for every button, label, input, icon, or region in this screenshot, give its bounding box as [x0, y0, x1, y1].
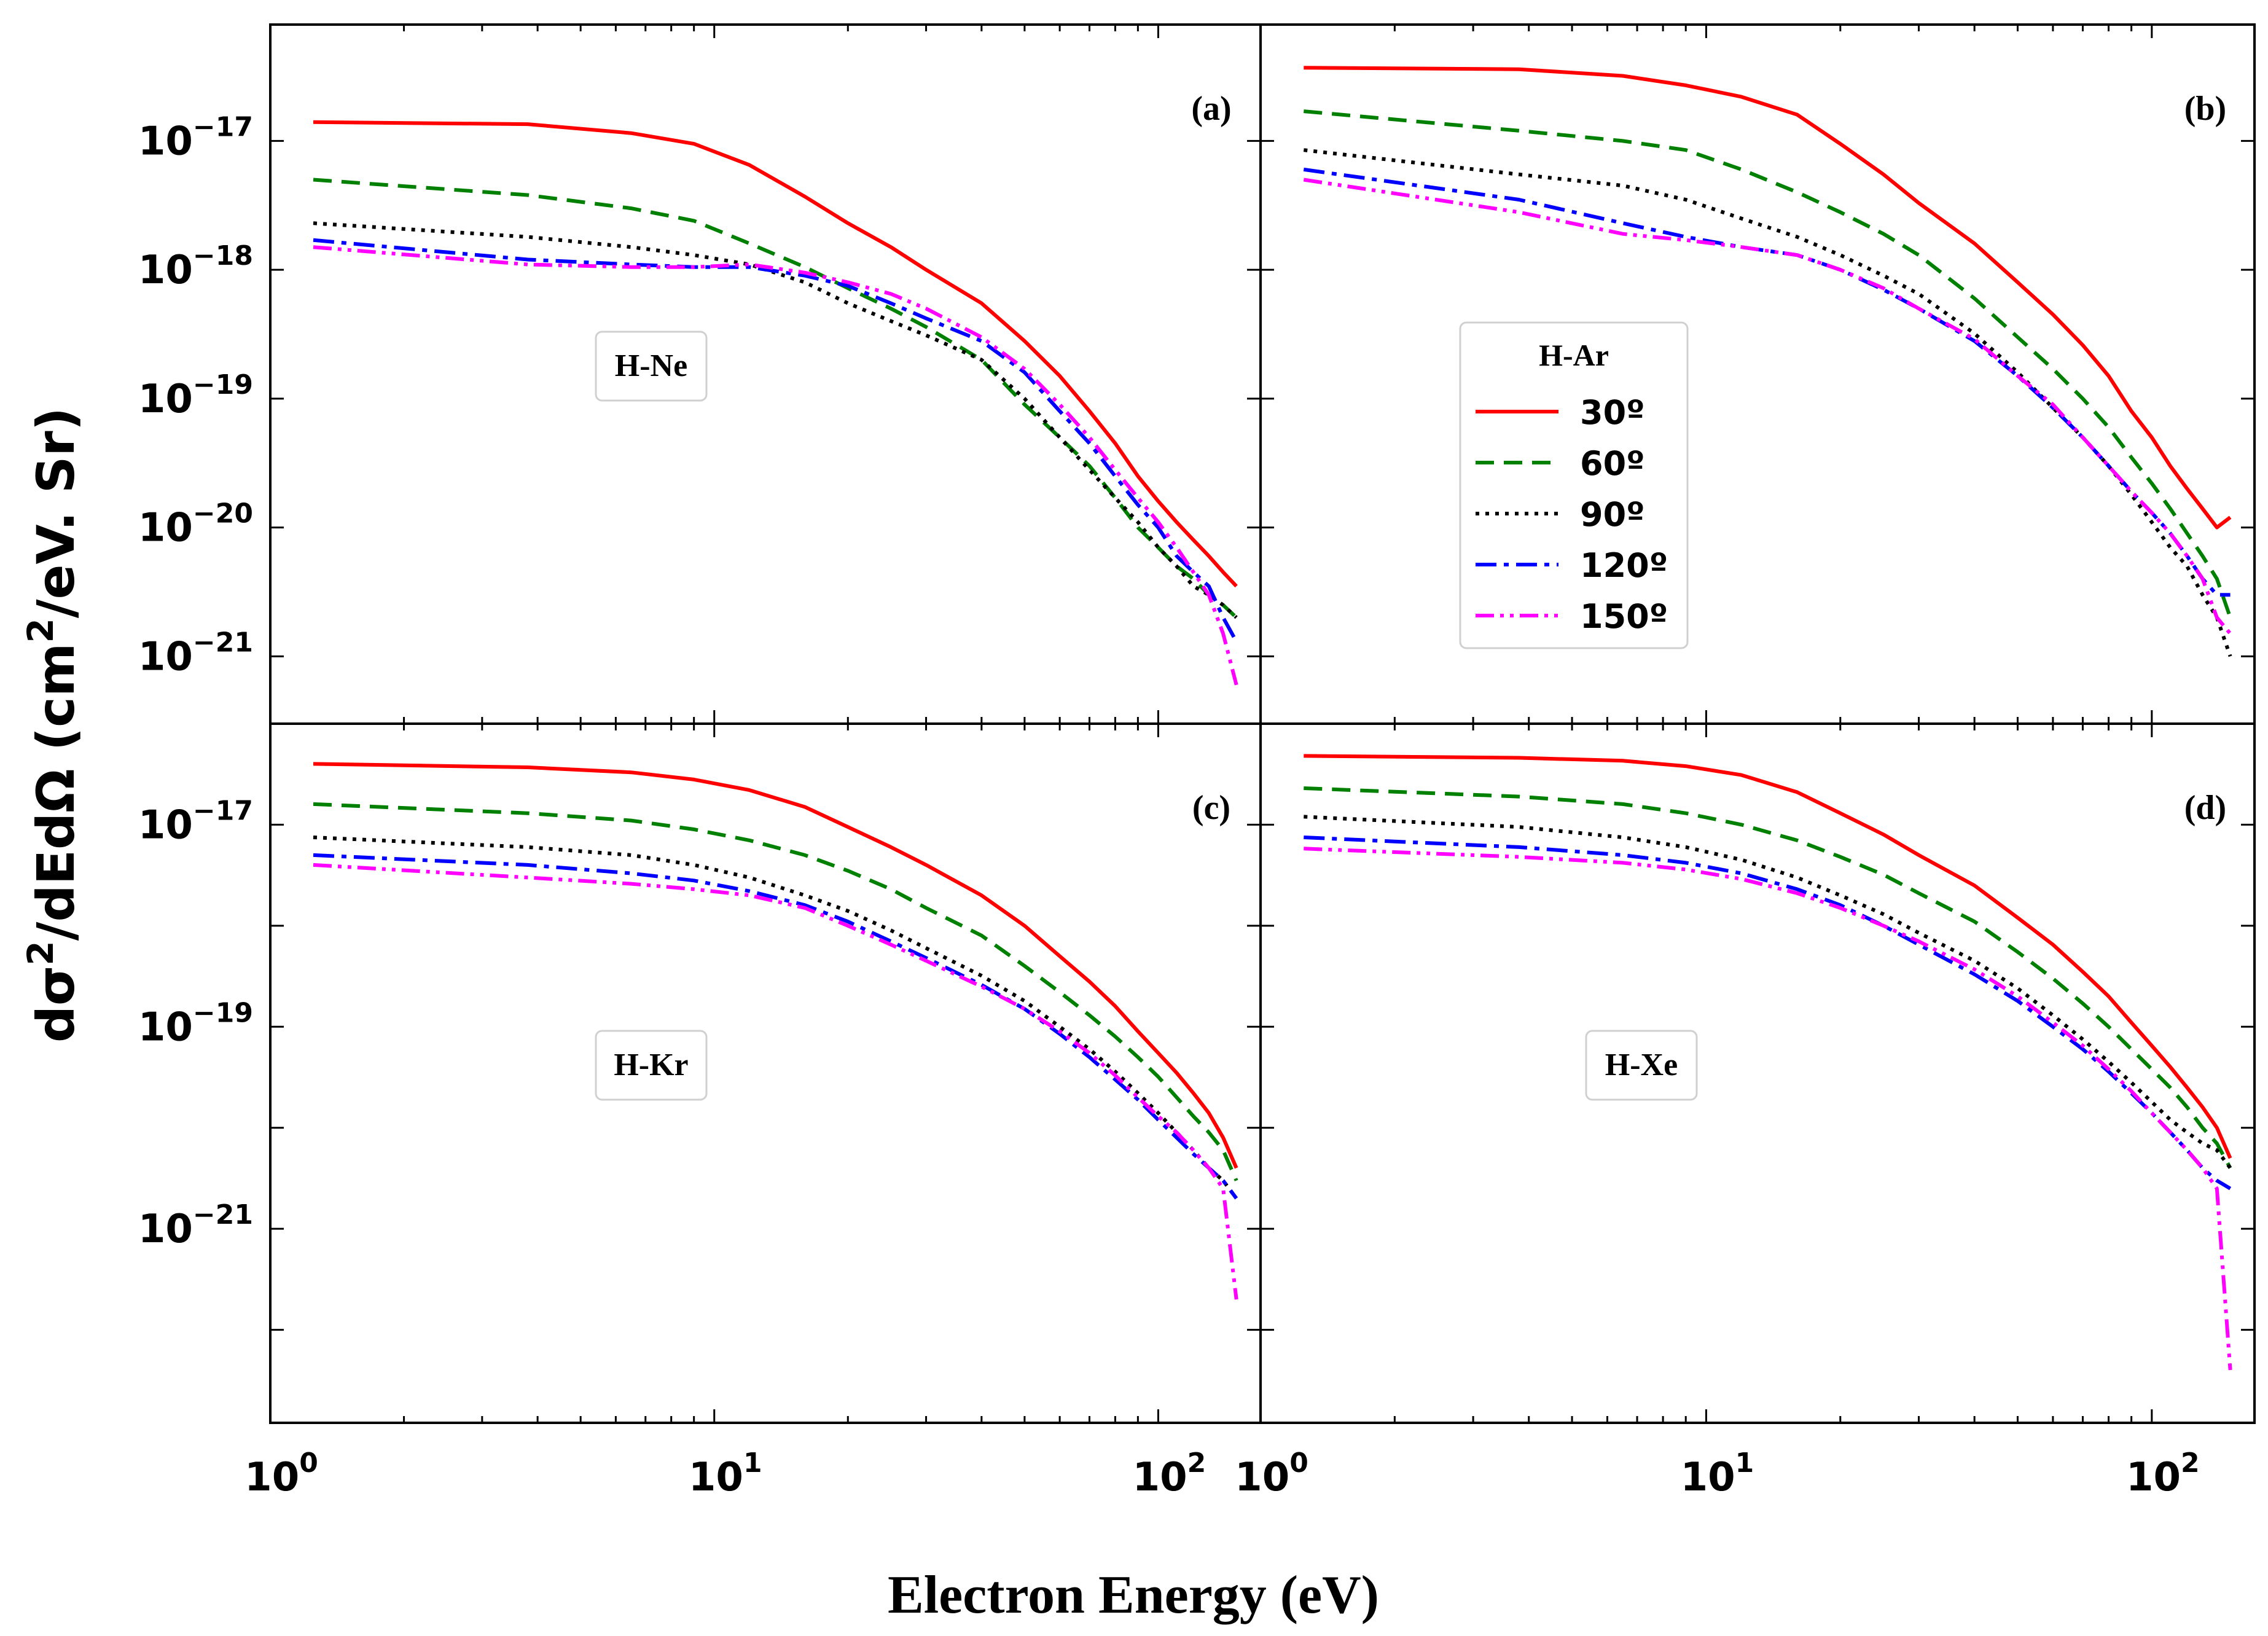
series-line-c-150º: [313, 863, 1238, 1300]
legend-title: H-Ar: [1539, 338, 1609, 372]
legend-label-0: 30º: [1580, 393, 1645, 432]
x-tick-label-d-1: 101: [1681, 1447, 1754, 1500]
y-axis-label-part-4: /eV. Sr): [26, 407, 86, 618]
gas-label: H-Ne: [615, 348, 687, 383]
series-line-b-90º: [1303, 148, 2232, 657]
panel-frame: [1259, 722, 2256, 1424]
x-tick-label-c-1: 101: [689, 1447, 762, 1500]
panel-d: 100 101 102(d)H-Xe: [1235, 722, 2256, 1500]
x-tick-label-d-1-base: 10: [1681, 1455, 1735, 1500]
y-tick-label-a-4-exp: −21: [193, 627, 253, 658]
y-axis-label: dσ2/dEdΩ (cm2/eV. Sr): [20, 407, 86, 1043]
y-tick-label-a-0-base: 10: [138, 119, 193, 164]
x-tick-label-c-1-exp: 1: [743, 1447, 762, 1479]
y-tick-label-a-1-exp: −18: [193, 240, 253, 272]
series-line-d-150º: [1304, 847, 2232, 1371]
y-tick-label-a-2-base: 10: [138, 377, 193, 422]
y-tick-label-a-4: 10−21: [138, 627, 253, 679]
series-line-a-120º: [313, 238, 1238, 643]
x-tick-label-d-0-exp: 0: [1289, 1447, 1308, 1479]
legend-label-4: 150º: [1580, 597, 1668, 636]
panel-label: (d): [2184, 789, 2226, 827]
legend-label-2: 90º: [1580, 495, 1645, 534]
y-tick-label-a-3-base: 10: [138, 506, 193, 551]
y-axis-label-part-1: 2: [20, 941, 61, 965]
panel-frame: [269, 23, 1262, 725]
x-tick-label-d-2-base: 10: [2126, 1455, 2181, 1500]
gas-label-box: [595, 331, 708, 402]
series-line-d-120º: [1304, 836, 2232, 1191]
x-tick-label-c-2: 102: [1133, 1447, 1206, 1500]
y-tick-label-c-2-base: 10: [138, 1207, 193, 1252]
x-axis-label: Electron Energy (eV): [888, 1565, 1379, 1625]
y-tick-label-a-0: 10−17: [138, 111, 253, 164]
y-tick-label-a-3: 10−20: [138, 498, 253, 551]
series-line-c-30º: [313, 762, 1238, 1169]
x-tick-label-c-2-base: 10: [1133, 1455, 1187, 1500]
series-line-c-90º: [313, 836, 1238, 1200]
x-tick-label-d-2: 102: [2126, 1447, 2200, 1500]
gas-label-box: [1585, 1030, 1698, 1101]
x-tick-label-c-2-exp: 2: [1187, 1447, 1206, 1479]
legend-label-1: 60º: [1580, 444, 1645, 483]
x-tick-label-d-0-base: 10: [1235, 1455, 1289, 1500]
series-line-b-30º: [1304, 66, 2232, 530]
y-tick-label-c-2: 10−21: [138, 1199, 253, 1252]
y-tick-label-a-2-exp: −19: [193, 369, 253, 401]
series-line-d-60º: [1304, 786, 2232, 1169]
legend-label-3: 120º: [1580, 546, 1668, 585]
x-tick-label-c-0-base: 10: [244, 1455, 299, 1500]
series-line-b-150º: [1303, 178, 2232, 635]
series-line-a-60º: [313, 178, 1238, 619]
x-tick-label-c-0: 100: [244, 1447, 318, 1500]
panel-label: (a): [1191, 90, 1231, 128]
x-tick-label-c-0-exp: 0: [299, 1447, 318, 1479]
y-tick-label-a-2: 10−19: [138, 369, 253, 422]
y-tick-label-c-0: 10−17: [138, 795, 253, 848]
legend-box: [1459, 321, 1689, 649]
series-line-b-120º: [1303, 167, 2231, 597]
x-tick-label-c-1-base: 10: [689, 1455, 743, 1500]
series-line-c-60º: [313, 802, 1238, 1181]
y-axis-label-part-0: dσ: [26, 966, 86, 1043]
series-line-a-90º: [313, 221, 1238, 619]
y-tick-label-a-1-base: 10: [138, 248, 193, 293]
series-line-d-30º: [1304, 754, 2232, 1159]
y-axis-label-part-3: 2: [20, 618, 61, 643]
y-tick-label-c-1-exp: −19: [193, 997, 253, 1028]
gas-label-box: [595, 1030, 708, 1101]
gas-label: H-Xe: [1605, 1047, 1678, 1082]
series-line-c-120º: [313, 853, 1238, 1200]
y-axis-label-part-2: /dEdΩ (cm: [26, 643, 86, 941]
y-tick-label-c-1: 10−19: [138, 997, 253, 1050]
y-tick-label-a-0-exp: −17: [193, 111, 253, 143]
y-tick-label-a-1: 10−18: [138, 240, 253, 293]
y-tick-label-c-1-base: 10: [138, 1004, 193, 1050]
panel-label: (c): [1192, 789, 1230, 827]
y-tick-label-a-4-base: 10: [138, 634, 193, 679]
x-tick-label-d-2-exp: 2: [2181, 1447, 2200, 1479]
series-line-b-60º: [1304, 109, 2232, 619]
y-tick-label-c-2-exp: −21: [193, 1199, 253, 1231]
x-tick-label-d-0: 100: [1235, 1447, 1308, 1500]
y-tick-label-c-0-base: 10: [138, 802, 193, 848]
series-line-a-150º: [313, 245, 1238, 686]
panel-b: (b) H-Ar 30º 60º 90º 120º 150º: [1259, 23, 2256, 725]
y-tick-label-c-0-exp: −17: [193, 795, 253, 826]
series-line-d-90º: [1304, 815, 2232, 1170]
panel-label: (b): [2184, 90, 2226, 128]
series-line-a-30º: [313, 120, 1238, 588]
y-tick-label-a-3-exp: −20: [193, 498, 253, 530]
x-tick-label-d-1-exp: 1: [1735, 1447, 1754, 1479]
gas-label: H-Kr: [614, 1047, 688, 1082]
